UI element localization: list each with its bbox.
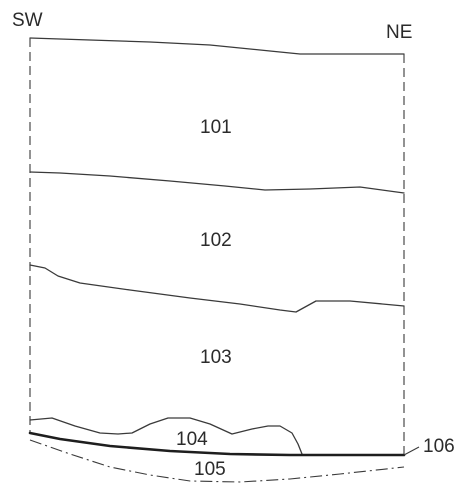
layer-label-104: 104 xyxy=(176,429,208,450)
layer-label-103: 103 xyxy=(200,347,232,368)
layer-106-line xyxy=(28,431,406,457)
boundary-102-103 xyxy=(29,264,405,313)
boundary-101-102 xyxy=(29,171,405,194)
leader-line-106 xyxy=(403,446,420,456)
boundary-104-top xyxy=(29,417,303,455)
layer-105-lower-boundary xyxy=(29,439,405,483)
layer-label-106: 106 xyxy=(423,436,455,457)
orientation-sw-label: SW xyxy=(12,10,43,31)
layer-label-101: 101 xyxy=(200,117,232,138)
ground-surface-line xyxy=(29,37,405,55)
orientation-ne-label: NE xyxy=(386,22,412,43)
layer-label-102: 102 xyxy=(200,230,232,251)
layer-label-105: 105 xyxy=(194,459,226,480)
